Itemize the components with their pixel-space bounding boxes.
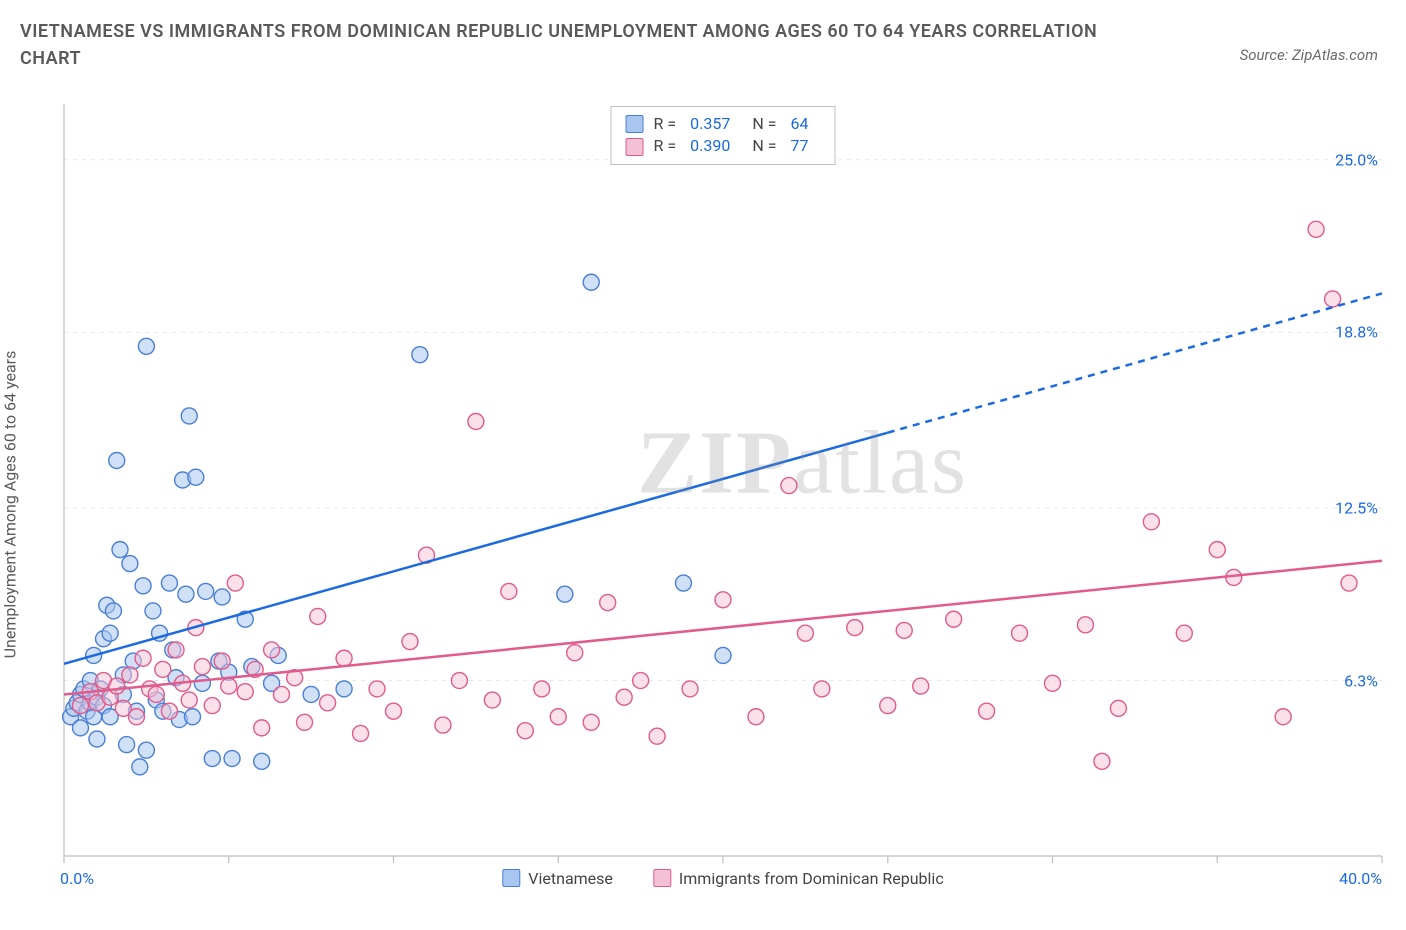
plot-area: ZIPatlas R =0.357N =64R =0.390N =77 6.3%… [60,100,1386,890]
y-tick-label: 18.8% [1335,323,1378,342]
legend-label: Immigrants from Dominican Republic [679,869,944,888]
stat-r-value: 0.390 [690,135,730,157]
stat-label: R = [654,135,677,157]
legend-swatch [502,869,520,887]
y-tick-labels: 6.3% 12.5% 18.8% 25.0% [1322,100,1382,890]
stat-n-value: 64 [790,113,808,135]
source-label: Source: ZipAtlas.com [1240,46,1378,64]
legend-item: Vietnamese [502,869,613,888]
bottom-legend: Vietnamese Immigrants from Dominican Repu… [502,869,943,888]
x-axis-max-label: 40.0% [1339,869,1382,888]
x-axis-min-label: 0.0% [60,869,94,888]
stats-row: R = 0.390 N = 77 [626,135,821,157]
y-tick-label: 12.5% [1335,498,1378,517]
stats-row: R = 0.357 N = 64 [626,113,821,135]
y-tick-label: 6.3% [1344,671,1378,690]
stat-label: N = [752,135,776,157]
legend-swatch [626,138,644,156]
stat-label: R = [654,113,677,135]
stat-label: N = [752,113,776,135]
legend-swatch [653,869,671,887]
legend-swatch [626,115,644,133]
legend-item: Immigrants from Dominican Republic [653,869,944,888]
y-tick-label: 25.0% [1335,150,1378,169]
stat-r-value: 0.357 [690,113,730,135]
chart-title: VIETNAMESE VS IMMIGRANTS FROM DOMINICAN … [20,18,1120,72]
stats-legend-box: R = 0.357 N = 64 R = 0.390 N = 77 [611,106,836,165]
legend-label: Vietnamese [528,869,613,888]
header-row: VIETNAMESE VS IMMIGRANTS FROM DOMINICAN … [0,0,1406,72]
chart-container: Unemployment Among Ages 60 to 64 years Z… [20,100,1386,890]
x-axis-row: 0.0% Vietnamese Immigrants from Dominican… [60,864,1386,892]
stat-n-value: 77 [790,135,808,157]
chart-svg [60,100,1386,890]
y-axis-label: Unemployment Among Ages 60 to 64 years [1,351,20,659]
